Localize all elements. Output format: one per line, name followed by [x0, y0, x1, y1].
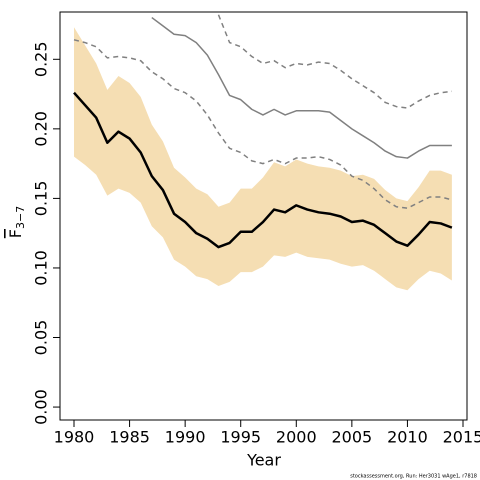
series-line	[73, 39, 453, 209]
series-line	[151, 16, 452, 159]
x-tick-label: 1985	[109, 428, 150, 447]
x-tick-label: 2015	[443, 428, 480, 447]
y-tick-label: 0.25	[32, 41, 51, 77]
series-line	[217, 14, 452, 109]
x-tick-label: 1980	[54, 428, 95, 447]
x-tick-label: 1995	[220, 428, 261, 447]
x-tick-label: 2000	[276, 428, 317, 447]
y-axis-label-sub: 3−7	[14, 206, 27, 229]
footnote: stockassessment.org, Run: Her3031 wAge1,…	[350, 474, 477, 480]
confidence-band	[74, 27, 452, 291]
plot-frame	[59, 11, 468, 421]
y-axis-label-main: F	[6, 229, 25, 238]
y-tick-label: 0.15	[32, 181, 51, 217]
y-tick-label: 0.20	[32, 111, 51, 147]
x-axis-label: Year	[246, 451, 281, 470]
y-tick-label: 0.00	[32, 389, 51, 425]
plot-area	[73, 14, 453, 291]
series-line	[73, 91, 453, 249]
y-tick-label: 0.05	[32, 320, 51, 356]
y-axis-label: F3−7	[6, 206, 28, 238]
y-tick-label: 0.10	[32, 250, 51, 286]
x-tick-label: 2005	[331, 428, 372, 447]
x-tick-label: 2010	[387, 428, 428, 447]
x-tick-label: 1990	[165, 428, 206, 447]
